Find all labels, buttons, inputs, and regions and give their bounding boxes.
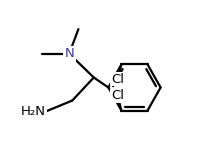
Text: Cl: Cl [111,73,124,86]
Text: Cl: Cl [111,89,124,102]
Text: N: N [64,47,74,60]
Text: H₂N: H₂N [21,105,46,118]
